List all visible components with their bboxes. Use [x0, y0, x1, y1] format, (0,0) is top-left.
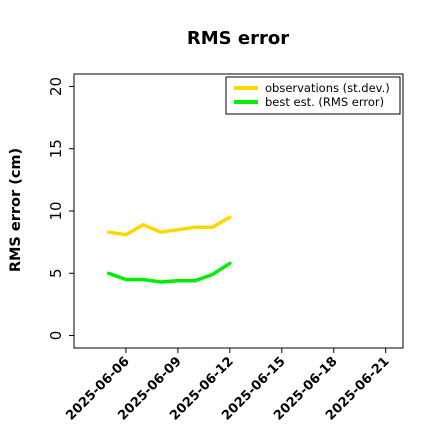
series-lines	[106, 215, 232, 284]
y-axis-ticks: 0 5 10 15 20	[47, 77, 74, 340]
x-axis-ticks: 2025-06-062025-06-092025-06-122025-06-15…	[63, 348, 393, 424]
y-tick-label: 20	[47, 77, 65, 96]
legend-box	[225, 76, 401, 115]
y-tick-label: 5	[47, 268, 65, 278]
y-tick-label: 0	[47, 331, 65, 341]
series-line-1	[106, 215, 232, 237]
legend-entry: observations (st.dev.)	[265, 81, 390, 95]
chart-title: RMS error	[187, 28, 289, 49]
legend-entry: best est. (RMS error)	[265, 95, 384, 109]
y-tick-label: 10	[47, 201, 65, 220]
legend: observations (st.dev.)best est. (RMS err…	[225, 76, 401, 115]
series-line-2	[106, 261, 232, 284]
y-tick-label: 15	[47, 139, 65, 158]
y-axis-label: RMS error (cm)	[8, 148, 24, 272]
plot-area	[73, 73, 404, 349]
